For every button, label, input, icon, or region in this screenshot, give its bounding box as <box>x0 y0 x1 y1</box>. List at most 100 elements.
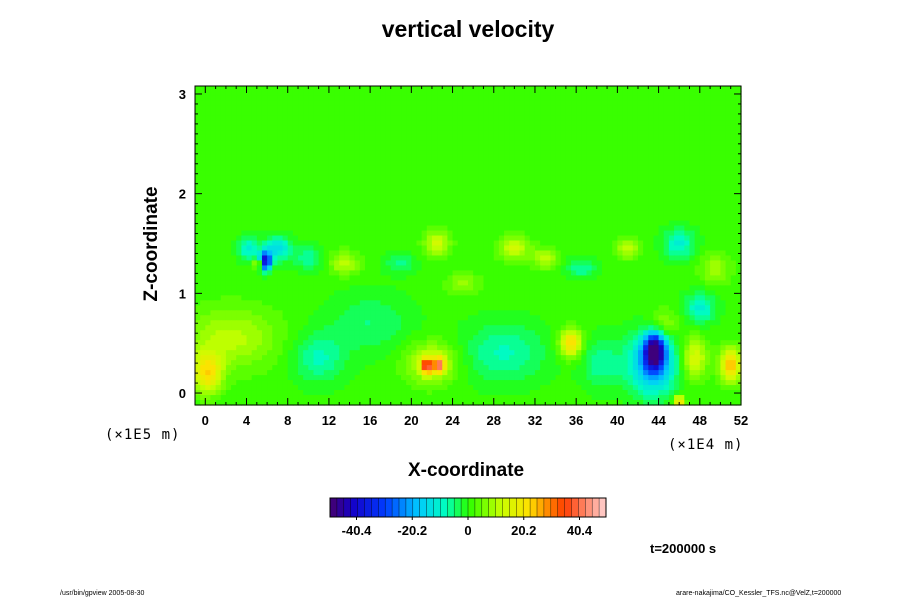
heatmap-cell <box>457 195 464 202</box>
heatmap-cell <box>385 115 392 122</box>
heatmap-cell <box>699 205 706 212</box>
heatmap-cell <box>457 240 464 247</box>
heatmap-cell <box>421 235 428 242</box>
heatmap-cell <box>442 280 448 286</box>
heatmap-cell <box>612 130 618 137</box>
heatmap-cell <box>694 295 701 301</box>
heatmap-cell <box>457 270 464 277</box>
heatmap-cell <box>540 175 546 182</box>
heatmap-cell <box>267 285 273 291</box>
heatmap-cell <box>442 245 448 252</box>
heatmap-cell <box>504 275 510 281</box>
heatmap-cell <box>720 180 727 187</box>
heatmap-cell <box>571 190 577 197</box>
heatmap-cell <box>704 280 711 286</box>
heatmap-cell <box>421 225 428 232</box>
heatmap-cell <box>246 135 253 142</box>
heatmap-cell <box>576 225 582 232</box>
heatmap-cell <box>272 225 279 232</box>
heatmap-cell <box>658 195 665 202</box>
heatmap-cell <box>601 86 608 92</box>
heatmap-cell <box>720 310 727 316</box>
heatmap-cell <box>287 110 294 117</box>
heatmap-cell <box>236 230 242 237</box>
heatmap-cell <box>710 170 716 177</box>
heatmap-cell <box>555 305 562 311</box>
heatmap-cell <box>679 225 685 232</box>
heatmap-cell <box>452 245 459 252</box>
heatmap-cell <box>637 220 644 227</box>
heatmap-cell <box>720 255 727 262</box>
heatmap-cell <box>648 290 655 296</box>
heatmap-cell <box>323 310 330 316</box>
heatmap-cell <box>617 220 624 227</box>
heatmap-cell <box>730 250 737 257</box>
heatmap-cell <box>694 240 701 247</box>
heatmap-cell <box>313 115 320 122</box>
heatmap-cell <box>550 225 557 232</box>
heatmap-cell <box>694 255 701 262</box>
heatmap-cell <box>241 250 248 257</box>
heatmap-cell <box>359 315 366 321</box>
heatmap-cell <box>411 300 418 306</box>
heatmap-cell <box>581 190 588 197</box>
heatmap-cell <box>684 130 691 137</box>
heatmap-cell <box>478 170 485 177</box>
heatmap-cell <box>488 200 495 207</box>
heatmap-cell <box>323 280 330 286</box>
heatmap-cell <box>715 235 721 242</box>
heatmap-cell <box>261 285 268 291</box>
heatmap-cell <box>272 275 279 281</box>
heatmap-cell <box>571 170 577 177</box>
heatmap-cell <box>730 130 737 137</box>
heatmap-cell <box>390 305 397 311</box>
heatmap-cell <box>359 250 366 257</box>
heatmap-cell <box>730 90 737 97</box>
heatmap-cell <box>256 180 263 187</box>
heatmap-cell <box>483 95 490 102</box>
heatmap-cell <box>375 200 382 207</box>
heatmap-cell <box>622 180 629 187</box>
heatmap-cell <box>210 165 217 172</box>
heatmap-cell <box>715 225 721 232</box>
heatmap-cell <box>730 165 737 172</box>
heatmap-cell <box>339 100 345 107</box>
heatmap-cell <box>715 250 721 257</box>
heatmap-cell <box>519 215 526 222</box>
heatmap-cell <box>504 195 510 202</box>
heatmap-cell <box>637 86 644 92</box>
heatmap-cell <box>421 290 428 296</box>
heatmap-cell <box>498 275 505 281</box>
heatmap-cell <box>627 285 634 291</box>
heatmap-cell <box>710 210 716 217</box>
heatmap-cell <box>308 275 315 281</box>
heatmap-cell <box>576 95 582 102</box>
heatmap-cell <box>715 290 721 296</box>
heatmap-cell <box>684 155 691 162</box>
heatmap-cell <box>416 140 423 147</box>
heatmap-cell <box>267 210 273 217</box>
heatmap-cell <box>241 295 248 301</box>
heatmap-cell <box>612 300 618 306</box>
heatmap-cell <box>354 290 361 296</box>
heatmap-cell <box>406 225 412 232</box>
heatmap-cell <box>318 86 325 92</box>
heatmap-cell <box>689 120 696 127</box>
heatmap-cell <box>364 95 371 102</box>
heatmap-cell <box>370 150 376 157</box>
heatmap-cell <box>256 235 263 242</box>
heatmap-cell <box>632 305 639 311</box>
heatmap-cell <box>401 86 407 92</box>
heatmap-cell <box>581 110 588 117</box>
heatmap-cell <box>493 285 500 291</box>
heatmap-cell <box>468 140 474 147</box>
heatmap-cell <box>694 300 701 306</box>
heatmap-cell <box>720 150 727 157</box>
heatmap-cell <box>498 270 505 277</box>
heatmap-cell <box>292 180 299 187</box>
heatmap-cell <box>359 190 366 197</box>
heatmap-cell <box>241 175 248 182</box>
heatmap-cell <box>277 125 284 132</box>
heatmap-cell <box>334 195 340 202</box>
heatmap-cell <box>370 105 376 112</box>
